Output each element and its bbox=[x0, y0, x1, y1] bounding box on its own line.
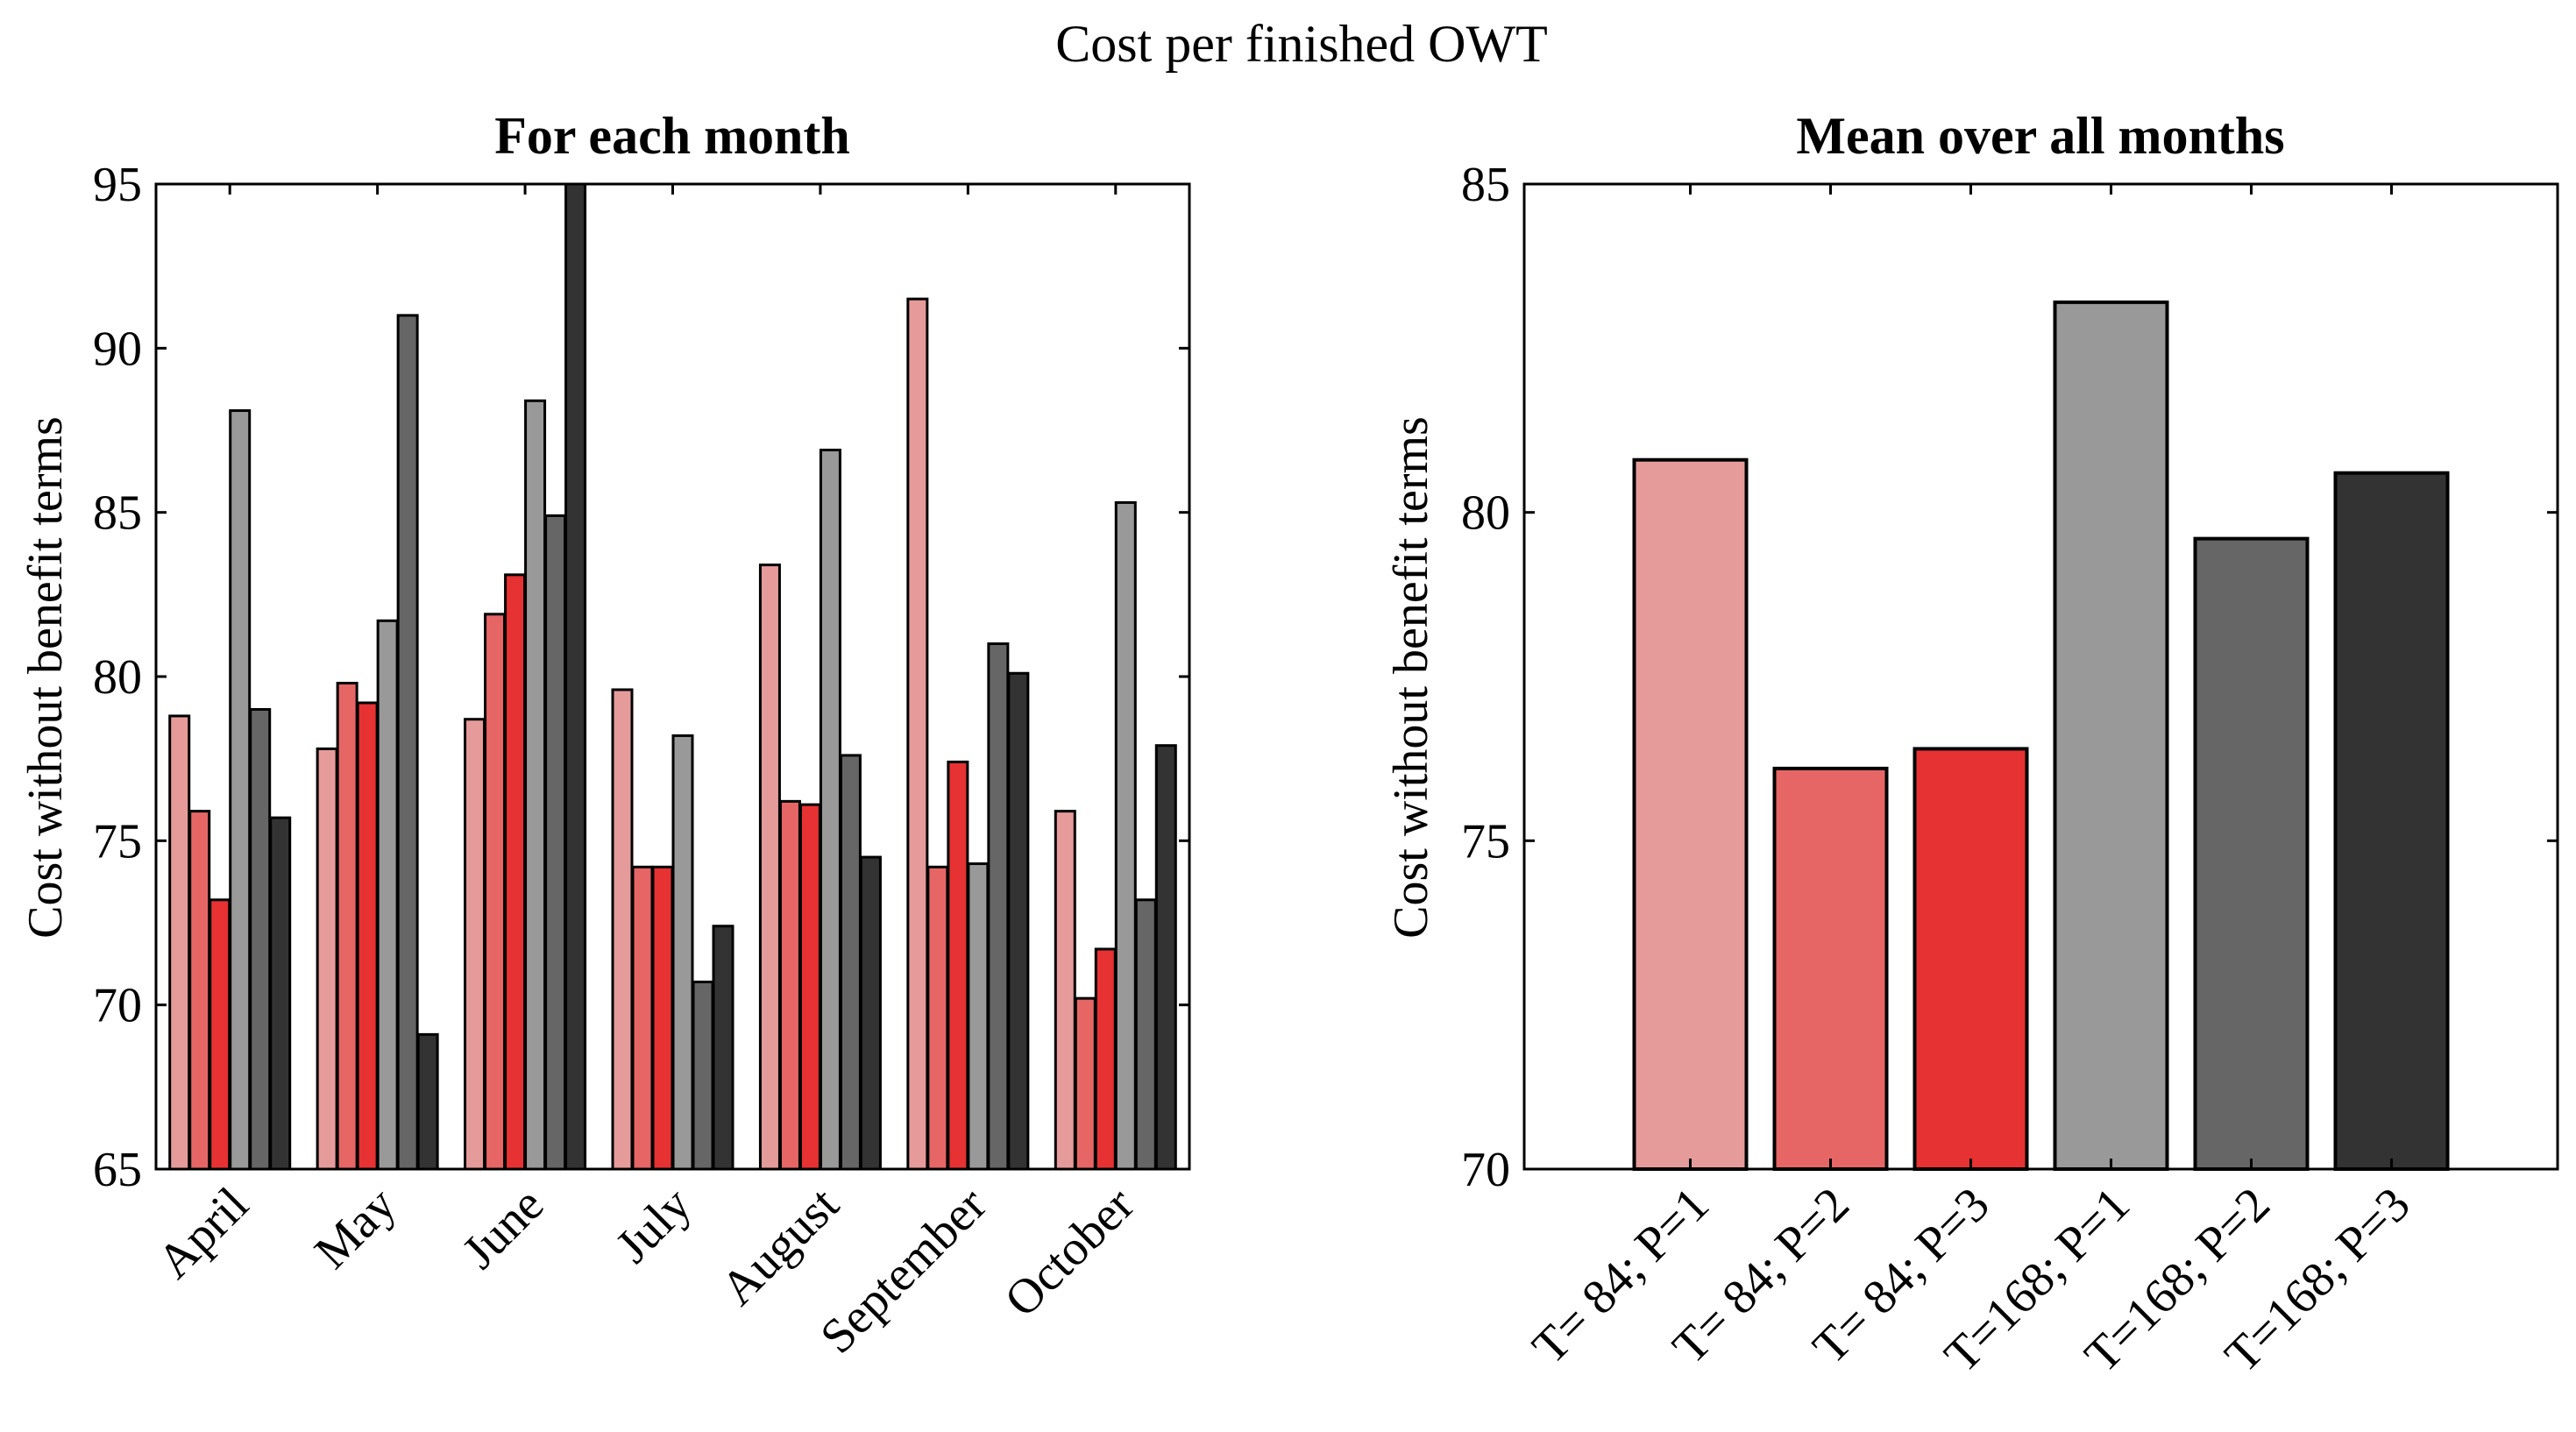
bar bbox=[336, 681, 358, 1171]
bar bbox=[692, 980, 714, 1171]
bar bbox=[168, 714, 191, 1171]
x-tick-label: October bbox=[995, 1177, 1146, 1328]
chart-title: For each month bbox=[494, 107, 850, 165]
bar bbox=[209, 898, 231, 1171]
bar bbox=[926, 865, 949, 1171]
y-tick-label: 80 bbox=[93, 650, 142, 705]
y-tick-label: 75 bbox=[1461, 814, 1510, 868]
x-tick-label: May bbox=[304, 1177, 406, 1279]
bar bbox=[484, 613, 507, 1171]
bar bbox=[1154, 744, 1177, 1171]
y-tick-label: 70 bbox=[93, 979, 142, 1033]
bar bbox=[947, 760, 969, 1171]
x-tick-label: August bbox=[711, 1177, 850, 1316]
bar bbox=[651, 865, 674, 1171]
plot-frame bbox=[1522, 182, 2559, 1171]
chart-monthly: For each month Cost without benefit term… bbox=[18, 107, 1191, 1365]
bar bbox=[1114, 500, 1137, 1171]
bar bbox=[1074, 996, 1096, 1171]
bar bbox=[758, 564, 781, 1171]
bar bbox=[987, 642, 1010, 1171]
y-tick-label: 70 bbox=[1461, 1143, 1510, 1197]
bar bbox=[544, 514, 567, 1171]
bar bbox=[396, 314, 419, 1171]
bars bbox=[168, 182, 1177, 1171]
bar bbox=[188, 810, 211, 1171]
bar bbox=[906, 297, 929, 1171]
bar bbox=[564, 182, 587, 1171]
bar bbox=[1094, 947, 1117, 1171]
y-tick-label: 85 bbox=[93, 486, 142, 541]
bar bbox=[416, 1032, 439, 1171]
bar bbox=[1912, 747, 2029, 1172]
bar bbox=[524, 399, 547, 1171]
y-tick-label: 75 bbox=[93, 814, 142, 868]
bar bbox=[798, 803, 821, 1171]
x-tick-label: July bbox=[606, 1177, 702, 1273]
bar bbox=[356, 701, 379, 1171]
bar bbox=[1772, 766, 1889, 1171]
bar bbox=[2193, 536, 2310, 1171]
bar bbox=[376, 619, 399, 1171]
chart-title: Mean over all months bbox=[1796, 107, 2284, 165]
bar bbox=[778, 799, 801, 1171]
bar bbox=[316, 747, 338, 1171]
bars bbox=[1632, 300, 2450, 1172]
bar bbox=[839, 754, 862, 1171]
y-tick-label: 95 bbox=[93, 158, 142, 212]
bar bbox=[269, 816, 292, 1171]
bar bbox=[631, 865, 654, 1171]
y-tick-label: 80 bbox=[1461, 486, 1510, 541]
y-axis-label: Cost without benefit terms bbox=[18, 416, 73, 939]
bar bbox=[1054, 810, 1076, 1171]
bar bbox=[611, 688, 634, 1171]
y-ticks: 65 70 75 80 85 90 95 bbox=[93, 158, 1189, 1197]
bar bbox=[712, 925, 734, 1171]
bar bbox=[1134, 898, 1157, 1171]
x-tick-label: June bbox=[452, 1177, 554, 1279]
y-tick-label: 90 bbox=[93, 322, 142, 376]
bar bbox=[2053, 300, 2169, 1171]
x-tick-label: April bbox=[147, 1177, 259, 1288]
bar bbox=[967, 862, 990, 1171]
bar bbox=[229, 409, 252, 1171]
bar bbox=[859, 855, 882, 1171]
bar bbox=[504, 573, 527, 1171]
bar bbox=[819, 448, 841, 1171]
y-ticks: 70 75 80 85 bbox=[1461, 158, 2558, 1197]
bar bbox=[1007, 671, 1030, 1171]
chart-mean: Mean over all months Cost without benefi… bbox=[1384, 107, 2559, 1383]
figure-title: Cost per finished OWT bbox=[1055, 15, 1548, 73]
y-tick-label: 85 bbox=[1461, 158, 1510, 212]
y-axis-label: Cost without benefit terms bbox=[1384, 416, 1438, 939]
y-tick-label: 65 bbox=[93, 1143, 142, 1197]
bar bbox=[1632, 457, 1749, 1171]
bar bbox=[464, 718, 486, 1171]
bar bbox=[2333, 471, 2450, 1171]
bar bbox=[671, 734, 694, 1171]
bar bbox=[249, 707, 272, 1171]
